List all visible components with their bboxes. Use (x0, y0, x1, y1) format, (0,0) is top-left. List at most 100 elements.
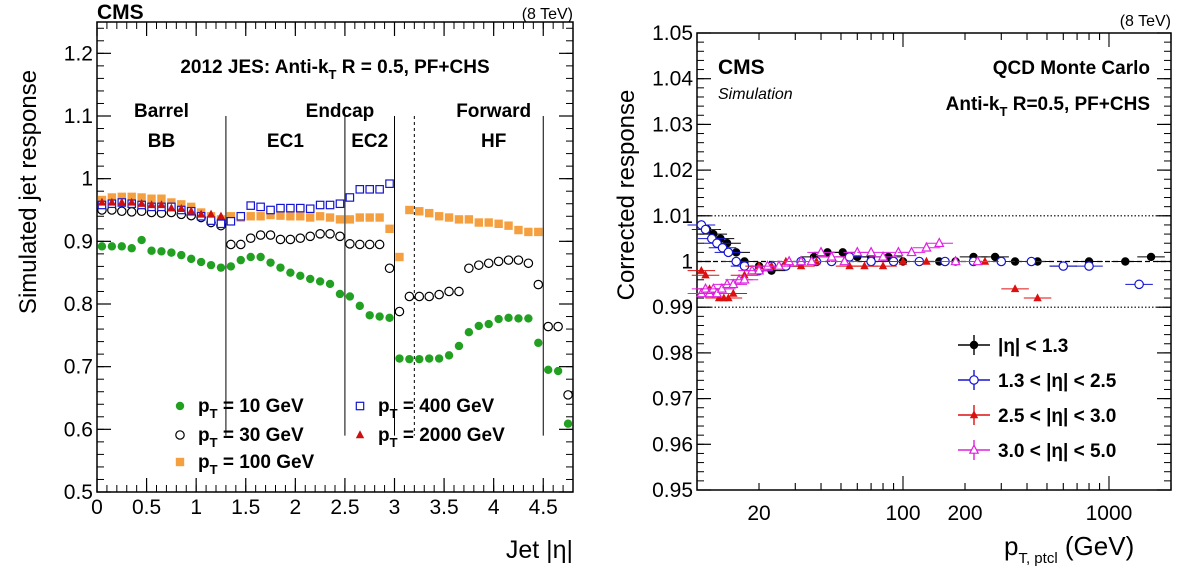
left-point-0 (434, 354, 444, 363)
right-point-2 (697, 265, 706, 274)
right-point-1 (1084, 261, 1094, 271)
left-point-3 (216, 219, 226, 229)
right-point-3 (716, 282, 728, 293)
left-point-1 (434, 289, 444, 300)
left-point-2 (256, 212, 265, 221)
left-point-3 (305, 204, 315, 214)
left-point-1 (464, 263, 474, 274)
left-point-1 (345, 239, 355, 249)
left-point-0 (375, 312, 384, 321)
right-point-3 (753, 264, 765, 275)
left-point-1 (473, 260, 484, 270)
left-point-1 (454, 286, 464, 297)
right-legend-label: |η| < 1.3 (998, 336, 1068, 357)
left-point-3 (355, 185, 365, 194)
right-point-1 (1134, 279, 1144, 290)
left-point-2 (147, 194, 156, 203)
left-x-axis-label: Jet |η| (506, 536, 573, 564)
right-point-2 (796, 261, 806, 270)
left-legend-label: pT = 400 GeV (378, 396, 495, 421)
right-point-0 (1121, 257, 1130, 266)
left-x-tick-label: 2 (289, 496, 301, 519)
right-y-axis-label: Corrected response (613, 90, 640, 301)
left-point-2 (246, 212, 255, 221)
left-point-2 (415, 207, 424, 216)
right-point-3 (700, 282, 711, 293)
right-point-3 (783, 255, 795, 266)
region-label-line2: EC2 (351, 131, 388, 152)
left-point-0 (464, 328, 474, 337)
left-point-1 (354, 239, 365, 250)
left-point-3 (226, 216, 236, 226)
left-x-tick-label: 3.5 (429, 496, 458, 519)
left-point-4 (127, 197, 136, 206)
region-label-line2: BB (148, 131, 175, 152)
left-point-2 (425, 208, 434, 218)
left-point-4 (196, 209, 206, 218)
left-point-2 (276, 211, 285, 220)
left-point-0 (405, 354, 414, 364)
left-y-tick-label: 0.6 (64, 418, 93, 441)
right-point-1 (1058, 261, 1069, 271)
left-point-2 (385, 224, 394, 233)
left-legend-marker (355, 430, 365, 439)
left-point-0 (226, 262, 236, 271)
left-point-0 (266, 258, 275, 267)
right-y-tick-label: 1.05 (652, 22, 693, 45)
left-point-1 (503, 255, 514, 265)
left-point-4 (147, 200, 156, 209)
right-simulation-label: Simulation (718, 86, 793, 103)
left-data-points (97, 179, 573, 428)
right-point-2 (860, 261, 869, 270)
left-x-tick-label: 0 (91, 496, 103, 519)
left-point-0 (206, 260, 216, 270)
left-point-3 (236, 211, 246, 221)
left-point-3 (345, 193, 355, 202)
left-point-1 (404, 291, 415, 302)
left-point-2 (296, 212, 305, 221)
left-point-0 (494, 314, 503, 324)
right-annotation-qcd: QCD Monte Carlo (993, 58, 1150, 79)
left-point-1 (513, 255, 524, 265)
left-x-tick-label: 4.5 (529, 496, 558, 519)
left-point-3 (375, 185, 384, 194)
left-point-2 (494, 219, 503, 228)
left-y-tick-label: 0.9 (64, 230, 93, 253)
right-x-tick-label: 1000 (1086, 502, 1133, 525)
right-point-3 (906, 246, 917, 257)
right-point-3 (972, 255, 983, 266)
left-point-1 (295, 233, 306, 243)
left-point-1 (315, 229, 325, 239)
left-point-1 (305, 231, 316, 242)
left-y-tick-label: 1.2 (64, 42, 93, 65)
left-point-2 (534, 227, 543, 237)
right-x-tick-label: 200 (947, 502, 982, 525)
right-point-2 (701, 270, 710, 279)
left-point-0 (216, 263, 226, 272)
left-point-4 (117, 197, 126, 206)
left-point-0 (504, 313, 513, 322)
right-energy-label: (8 TeV) (1120, 13, 1171, 30)
left-point-1 (543, 321, 554, 332)
left-point-4 (97, 197, 107, 206)
left-point-2 (514, 225, 523, 235)
left-region-labels: Barrel BB EC1 EC2 Forward HF (134, 101, 531, 152)
left-legend-marker (175, 457, 185, 467)
left-point-1 (384, 263, 395, 274)
right-point-3 (708, 282, 719, 293)
right-point-3 (806, 255, 817, 266)
left-point-3 (246, 201, 256, 210)
right-x-tick-label: 100 (885, 502, 920, 525)
left-experiment-label: CMS (97, 1, 144, 24)
left-legend-marker (175, 430, 185, 440)
left-point-2 (107, 193, 117, 202)
left-point-3 (206, 216, 216, 225)
right-legend-marker (969, 375, 979, 385)
left-point-0 (563, 419, 573, 428)
left-point-4 (137, 199, 146, 207)
left-point-0 (315, 277, 325, 286)
right-y-tick-label: 0.97 (652, 388, 693, 411)
left-point-0 (335, 289, 345, 299)
right-point-3 (795, 255, 807, 266)
right-point-3 (773, 260, 785, 270)
